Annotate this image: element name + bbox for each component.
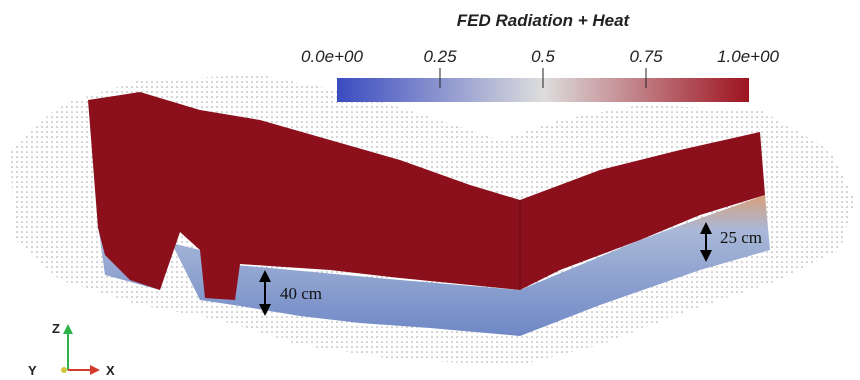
tick-label: 0.75 (629, 47, 663, 66)
tick-label: 0.0e+00 (301, 47, 363, 66)
axis-label: Z (52, 321, 60, 336)
tick-label: 1.0e+00 (717, 47, 779, 66)
axes-triad: Z Y X (28, 321, 115, 378)
tick-label: 0.5 (531, 47, 555, 66)
annotation-40cm: 40 cm (259, 270, 322, 316)
annotation: 40 cm (280, 284, 322, 303)
axis-label: Y (28, 363, 37, 378)
axis-label: X (106, 363, 115, 378)
annotation-25cm: 25 cm (700, 222, 762, 262)
colorbar-ticks: 0.0e+00 0.25 0.5 0.75 1.0e+00 (301, 47, 780, 88)
tick-label: 0.25 (423, 47, 457, 66)
colorbar-title: FED Radiation + Heat (457, 11, 631, 30)
annotation: 25 cm (720, 228, 762, 247)
